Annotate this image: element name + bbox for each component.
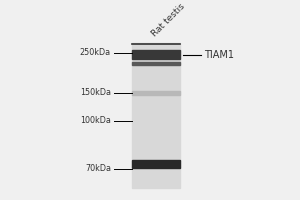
Text: TIAM1: TIAM1 [204, 50, 234, 60]
Bar [132, 91, 180, 95]
Text: 100kDa: 100kDa [80, 116, 111, 125]
Text: 250kDa: 250kDa [80, 48, 111, 57]
Bar [132, 50, 180, 59]
Text: 150kDa: 150kDa [80, 88, 111, 97]
Text: Rat testis: Rat testis [150, 1, 186, 38]
Text: 70kDa: 70kDa [85, 164, 111, 173]
Bar [132, 160, 180, 168]
Bar [132, 62, 180, 65]
Bar [132, 43, 180, 188]
